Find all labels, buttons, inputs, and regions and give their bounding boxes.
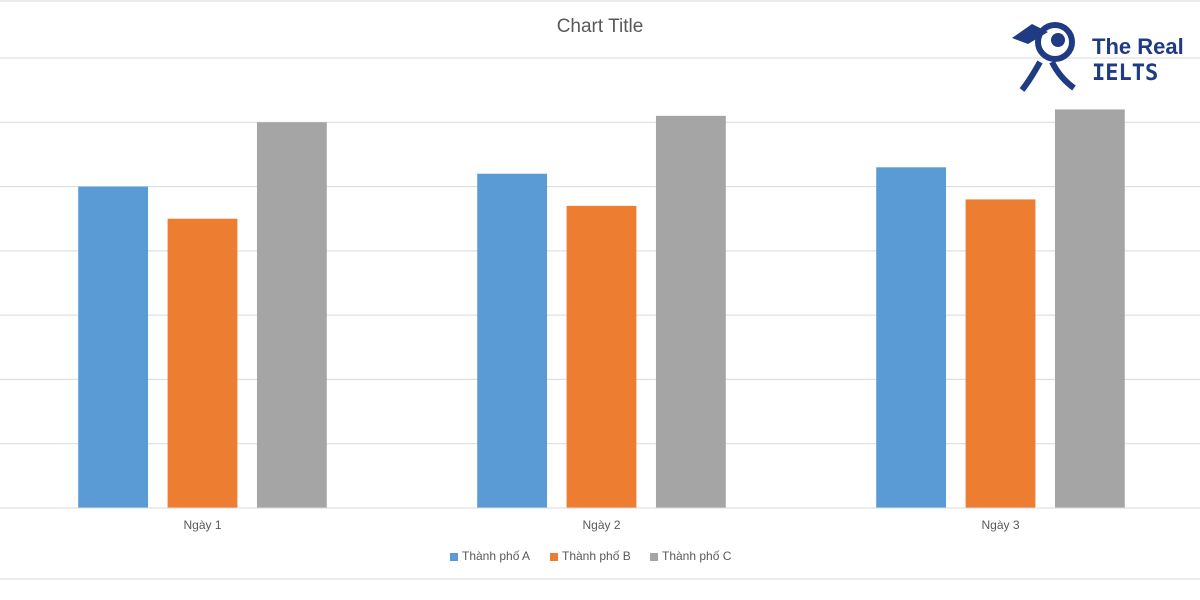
legend-label: Thành phố A [462,549,530,563]
x-tick-label: Ngày 3 [981,518,1019,532]
logo-icon [1012,24,1048,44]
chart-title: Chart Title [557,16,644,37]
bar [167,218,238,508]
logo-text: IELTS [1092,61,1158,86]
legend-label: Thành phố C [662,549,732,563]
bar [655,115,726,508]
legend-swatch [650,553,658,561]
logo-icon [1051,33,1065,47]
logo-icon [1019,60,1076,92]
bar [965,199,1036,508]
bar [78,186,149,509]
x-tick-label: Ngày 1 [183,518,221,532]
bar [566,205,637,508]
logo: The Real IELTS [1012,22,1184,92]
bar [256,122,327,509]
legend-label: Thành phố B [562,549,631,563]
x-tick-label: Ngày 2 [582,518,620,532]
logo-text: The Real [1092,34,1184,59]
logo-icon [1035,22,1075,62]
legend-swatch [550,553,558,561]
bar [477,173,548,508]
bar [876,167,947,509]
legend-swatch [450,553,458,561]
bar [1054,109,1125,508]
